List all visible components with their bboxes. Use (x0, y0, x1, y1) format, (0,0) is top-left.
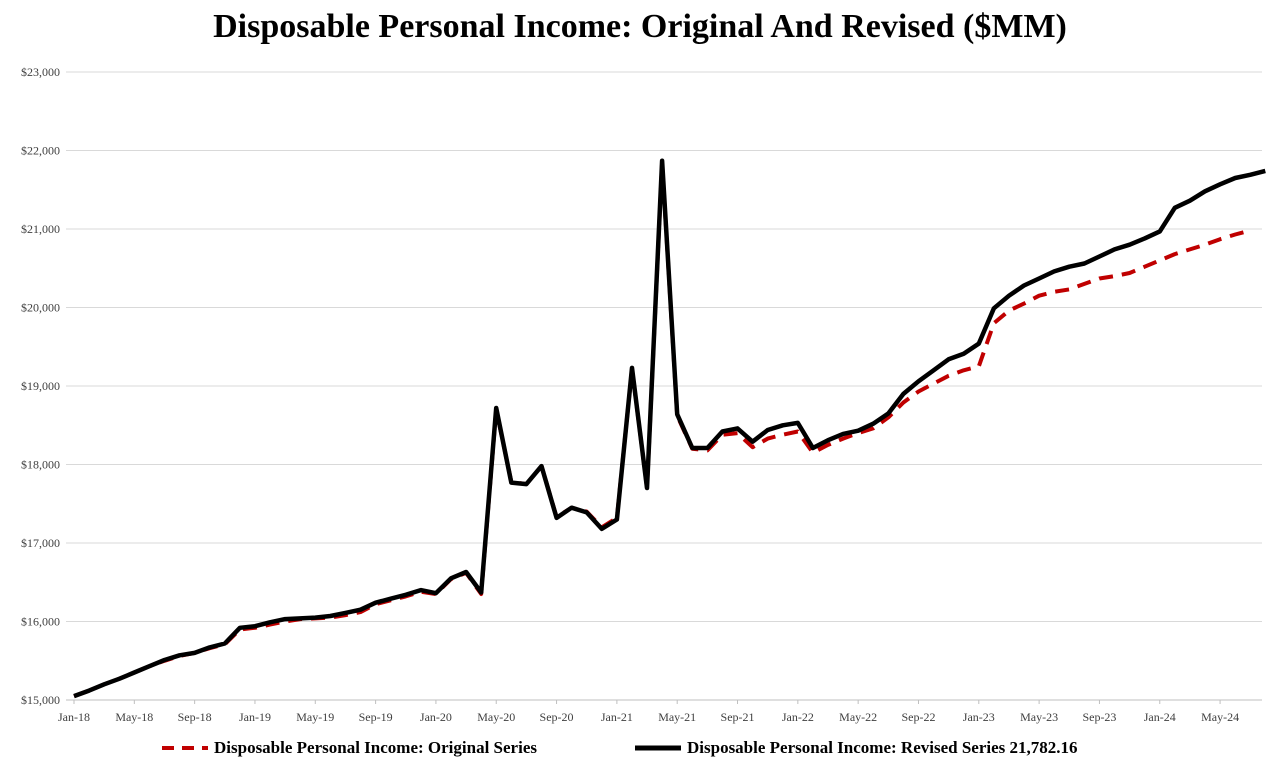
x-tick-label: May-20 (477, 710, 515, 724)
legend-label-original: Disposable Personal Income: Original Ser… (214, 738, 537, 757)
x-tick-label: Jan-18 (58, 710, 90, 724)
x-tick-label: Sep-23 (1082, 710, 1116, 724)
x-tick-label: Jan-24 (1144, 710, 1176, 724)
y-tick-label: $18,000 (21, 458, 60, 472)
x-tick-label: May-18 (115, 710, 153, 724)
y-tick-label: $19,000 (21, 379, 60, 393)
x-tick-label: May-19 (296, 710, 334, 724)
y-tick-label: $16,000 (21, 615, 60, 629)
legend-label-revised: Disposable Personal Income: Revised Seri… (687, 738, 1078, 757)
y-tick-label: $20,000 (21, 301, 60, 315)
x-tick-label: Sep-22 (901, 710, 935, 724)
legend-swatch-revised (635, 745, 681, 751)
y-tick-label: $23,000 (21, 65, 60, 79)
legend-item-original: Disposable Personal Income: Original Ser… (160, 737, 537, 759)
x-tick-label: Jan-23 (963, 710, 995, 724)
legend-swatch-original (162, 746, 208, 750)
x-tick-label: May-21 (658, 710, 696, 724)
x-tick-label: Sep-19 (359, 710, 393, 724)
y-tick-label: $22,000 (21, 144, 60, 158)
x-tick-label: Jan-22 (782, 710, 814, 724)
x-axis-ticks: Jan-18 May-18 Sep-18 Jan-19 May-19 Sep-19 Jan-… (58, 700, 1239, 724)
x-tick-label: Jan-20 (420, 710, 452, 724)
gridlines (66, 71, 1262, 622)
x-tick-label: Sep-18 (178, 710, 212, 724)
y-tick-label: $17,000 (21, 536, 60, 550)
y-tick-label: $15,000 (21, 693, 60, 707)
x-tick-label: Jan-19 (239, 710, 271, 724)
series-lines (73, 158, 1266, 699)
series-line-revised (73, 158, 1266, 699)
x-tick-label: Sep-20 (540, 710, 574, 724)
x-tick-label: Sep-21 (721, 710, 755, 724)
x-tick-label: May-23 (1020, 710, 1058, 724)
y-axis-ticks: $15,000 $16,000 $17,000 $18,000 $19,000 $20,0… (21, 65, 60, 707)
x-tick-label: May-24 (1201, 710, 1239, 724)
x-tick-label: Jan-21 (601, 710, 633, 724)
x-tick-label: May-22 (839, 710, 877, 724)
chart-title: Disposable Personal Income: Original And… (213, 8, 1067, 45)
series-line-original (73, 160, 1251, 698)
y-tick-label: $21,000 (21, 222, 60, 236)
legend-item-revised: Disposable Personal Income: Revised Seri… (633, 737, 1078, 759)
